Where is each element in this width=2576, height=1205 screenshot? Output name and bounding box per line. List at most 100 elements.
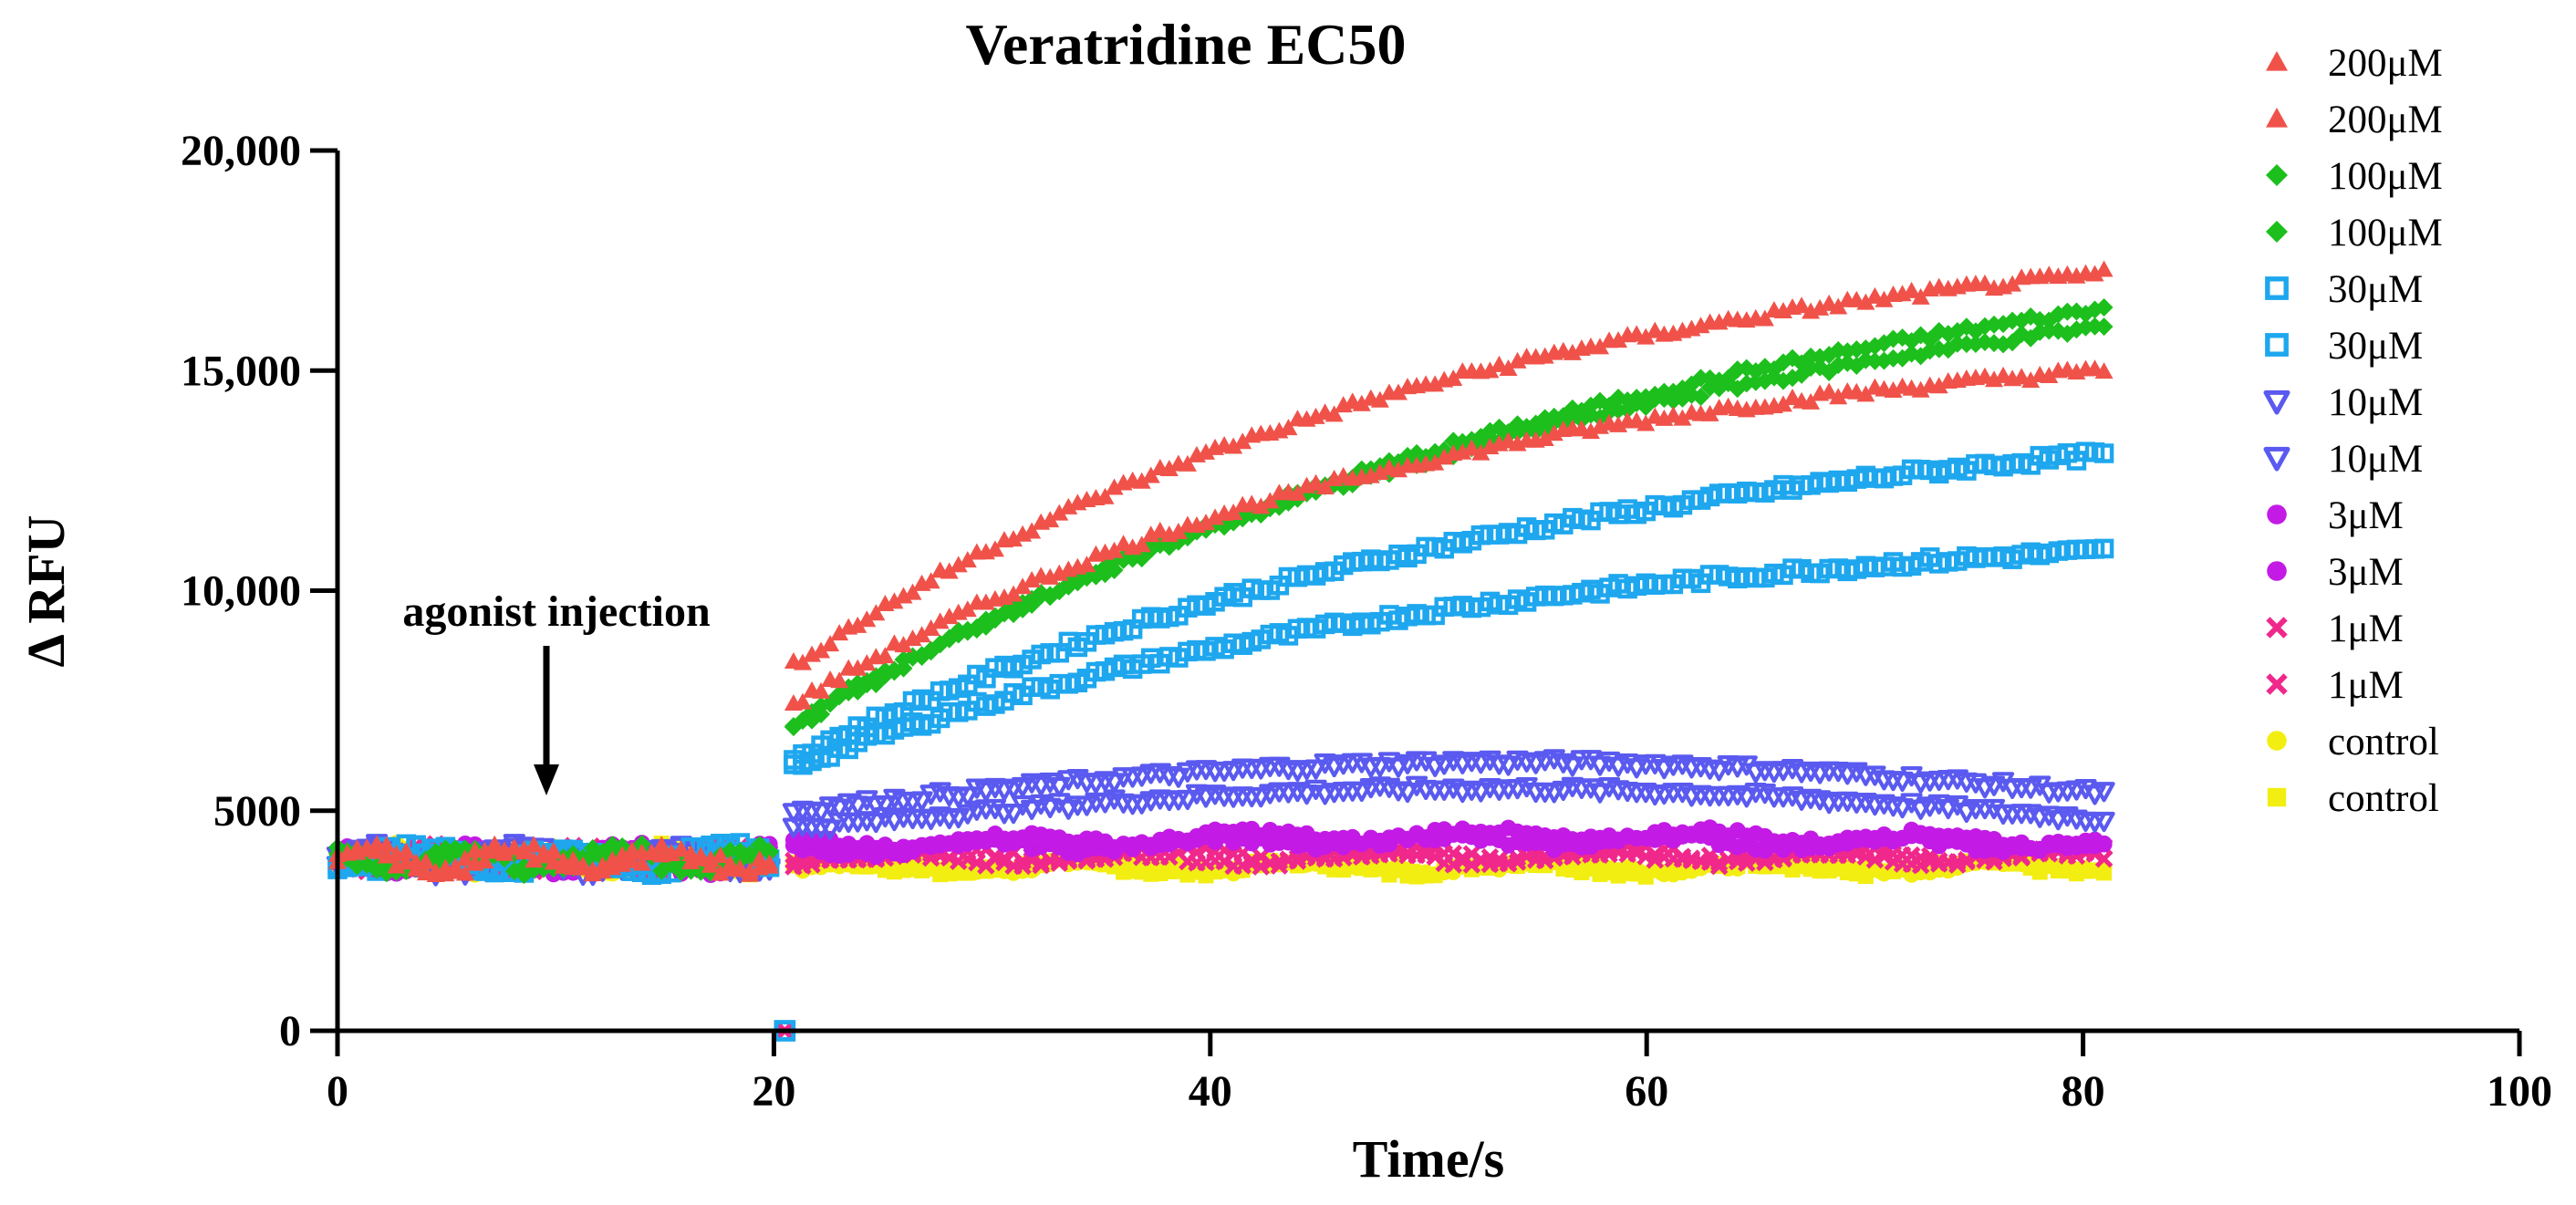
data-point [1462, 845, 1481, 863]
data-point [912, 626, 931, 643]
y-tick-label: 0 [279, 1007, 301, 1055]
data-point [1856, 385, 1875, 402]
data-point [455, 864, 474, 881]
legend-item: 10μM [2263, 438, 2423, 481]
data-point [857, 654, 877, 671]
data-point [874, 795, 897, 816]
data-point [2074, 778, 2097, 800]
data-point [711, 864, 730, 881]
data-point [1911, 380, 1930, 398]
data-point [1415, 751, 1438, 772]
data-point [1013, 577, 1033, 595]
data-point [1508, 351, 1527, 369]
data-point [1735, 787, 1758, 808]
data-point [1616, 753, 1639, 774]
data-point [2093, 811, 2115, 833]
data-point [1096, 487, 1115, 504]
legend-label: control [2328, 777, 2439, 820]
data-point [1442, 778, 1465, 799]
legend: 200μM 200μM 100μM 100μM 30μM 30μM 10μM 10μM 3μM 3… [2263, 42, 2443, 820]
y-tick-label: 20,000 [181, 127, 301, 175]
data-point [1636, 414, 1656, 431]
legend-label: 100μM [2328, 212, 2443, 255]
data-point [1141, 466, 1160, 483]
data-point [416, 852, 435, 869]
data-point [2021, 371, 2041, 389]
data-point [1233, 432, 1252, 450]
data-point [574, 858, 593, 876]
data-point [1426, 375, 1445, 392]
data-point [1352, 394, 1371, 411]
data-point [2038, 805, 2061, 826]
data-point [1057, 799, 1080, 820]
data-point [455, 849, 474, 867]
data-point [760, 842, 779, 861]
y-axis-ticks: 0 5000 10,000 15,000 20,000 [181, 127, 338, 1055]
legend-label: 200μM [2328, 99, 2443, 141]
data-point [894, 636, 913, 653]
legend-item: 30μM [2265, 325, 2423, 368]
data-point [903, 583, 922, 600]
chart-title: Veratridine EC50 [966, 12, 1407, 77]
data-point [2093, 443, 2114, 463]
data-point [544, 842, 563, 859]
annotation: agonist injection [402, 587, 711, 795]
data-point [1588, 783, 1612, 804]
data-point [1388, 461, 1407, 478]
data-point [1811, 298, 1830, 316]
data-point [1105, 541, 1124, 558]
data-point [947, 807, 970, 829]
data-point [1023, 571, 1042, 588]
data-point [1579, 750, 1603, 771]
y-tick-label: 15,000 [181, 347, 301, 395]
data-point [1004, 530, 1023, 547]
data-point [1964, 773, 1988, 794]
data-point [894, 659, 913, 678]
data-point [848, 659, 867, 676]
data-point [2094, 260, 2114, 277]
data-point [793, 653, 812, 670]
data-point [1224, 437, 1243, 454]
data-point [1002, 804, 1025, 825]
data-point [525, 851, 544, 868]
data-point [1377, 752, 1401, 773]
x-axis-ticks: 0 20 40 60 80 100 [327, 1031, 2552, 1116]
data-point [1023, 522, 1042, 539]
data-point [1041, 511, 1060, 528]
data-point [397, 842, 416, 859]
data-point [1288, 483, 1307, 501]
data-point [940, 608, 959, 625]
data-point [1004, 585, 1023, 602]
data-point [910, 791, 933, 812]
data-point [828, 798, 851, 819]
data-point [1856, 293, 1875, 310]
legend-item: 200μM [2266, 99, 2443, 141]
legend-label: 1μM [2328, 664, 2404, 707]
data-point [1579, 778, 1603, 799]
data-point [691, 847, 711, 864]
data-point [1077, 556, 1096, 573]
data-point [1497, 755, 1520, 776]
data-point [867, 674, 886, 693]
data-point [983, 798, 1007, 820]
series-4 [327, 441, 2114, 886]
data-point [348, 843, 367, 860]
data-point [1176, 789, 1200, 811]
x-tick-label: 80 [2062, 1067, 2105, 1116]
y-tick-label: 10,000 [181, 567, 301, 616]
data-point [1444, 369, 1463, 386]
data-point [1591, 338, 1610, 355]
legend-marker [2266, 221, 2288, 243]
data-point [1588, 755, 1612, 776]
data-point [2040, 366, 2059, 383]
data-point [1636, 327, 1656, 345]
data-point [1103, 773, 1126, 794]
data-point [847, 795, 869, 816]
x-axis-label: Time/s [1353, 1129, 1505, 1189]
legend-label: 1μM [2328, 608, 2404, 650]
data-point [750, 849, 769, 867]
data-point [940, 562, 959, 579]
data-point [1471, 443, 1491, 461]
data-point [1644, 753, 1667, 774]
